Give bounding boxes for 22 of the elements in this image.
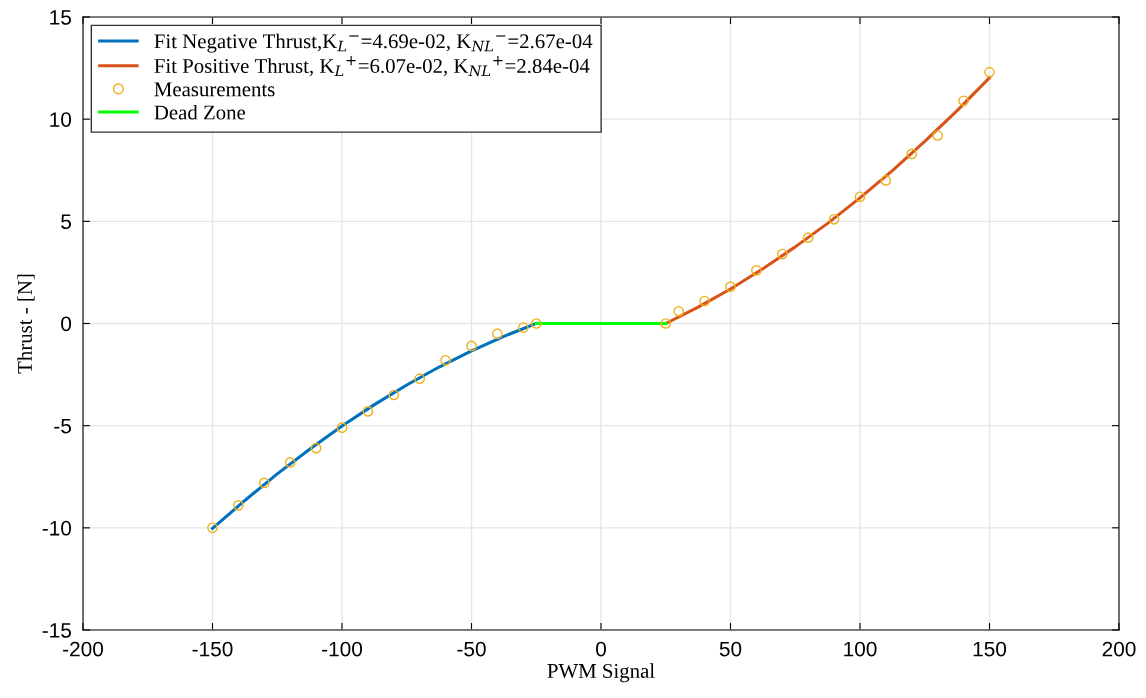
x-tick-label: -150	[192, 641, 233, 657]
x-tick-label: -100	[322, 641, 363, 657]
y-tick-label: -5	[54, 418, 72, 434]
x-tick-label: -50	[457, 641, 486, 657]
y-tick-label: 15	[50, 10, 72, 25]
x-tick-label: 50	[719, 641, 742, 657]
y-tick-label: 5	[61, 214, 72, 230]
x-axis-title: PWM Signal	[547, 663, 655, 683]
y-tick-label: -10	[42, 520, 72, 536]
y-axis-title: Thrust - [N]	[17, 274, 35, 374]
y-tick-label: -15	[42, 623, 72, 638]
y-tick-label: 0	[61, 316, 72, 332]
legend-label: Fit Positive Thrust, K$_{L}$$^{+}$=6.07e-02, K$_{NL}$$^{+}$=2.84e-04	[154, 56, 590, 77]
legend-label: Measurements	[154, 82, 275, 97]
x-tick-label: 0	[596, 641, 606, 657]
y-tick-label: 10	[50, 112, 72, 127]
x-tick-label: 200	[1102, 641, 1136, 657]
x-tick-label: 150	[973, 641, 1007, 657]
legend-label: Fit Negative Thrust,K$_{L}$$^{−}$=4.69e-02, K$_{NL}$$^{−}$=2.67e-04	[154, 33, 593, 53]
legend-label: Dead Zone	[154, 104, 246, 120]
x-tick-label: 100	[844, 641, 877, 657]
x-tick-label: -200	[63, 641, 104, 657]
